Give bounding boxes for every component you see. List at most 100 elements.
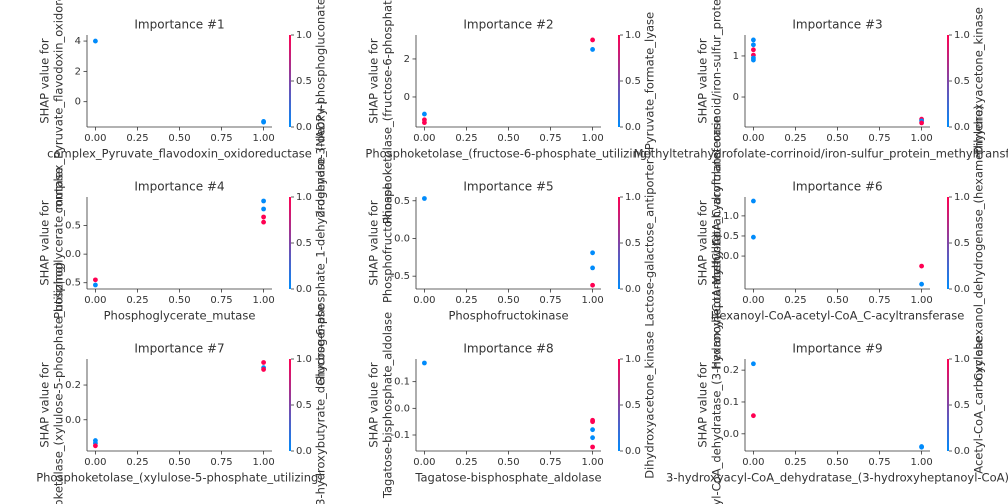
subplot-title: Importance #8	[463, 342, 553, 356]
x-tick-label: 0.50	[497, 457, 519, 468]
x-tick-label: 0.25	[784, 133, 806, 144]
colorbar-tick-label: 0.5	[954, 400, 970, 411]
point	[590, 282, 595, 288]
subplot: Importance #3 0.00 0.25 0.50 0.75 1.00 0 1 Methy…	[634, 0, 1008, 285]
colorbar-tick-label: 1.0	[296, 354, 312, 365]
x-axis-label: Phosphoketolase_(fructose-6-phosphate_ut…	[365, 147, 651, 161]
x-tick-label: 1.00	[910, 133, 932, 144]
y-tick-label: 0.5	[65, 221, 81, 232]
point	[590, 435, 595, 441]
y-axis-label: Methyltetrahydrofolate-corrinoid/iron-su…	[710, 0, 724, 285]
x-tick-label: 0.25	[126, 457, 148, 468]
y-axis-label: SHAP value for	[696, 38, 710, 124]
subplot-title: Importance #5	[463, 180, 553, 194]
colorbar-tick-label: 0.5	[625, 238, 641, 249]
x-tick-label: 0.50	[168, 133, 190, 144]
x-tick-label: 0.50	[826, 457, 848, 468]
y-tick-label: -0.5	[390, 271, 410, 282]
x-tick-label: 0.75	[539, 133, 561, 144]
colorbar-tick-label: 0.0	[625, 284, 641, 295]
colorbar	[289, 35, 291, 127]
y-axis-label: complex_Pyruvate_flavodoxin_oxidoreducta…	[52, 0, 66, 213]
x-tick-label: 0.00	[84, 295, 106, 306]
y-axis-label: SHAP value for	[38, 38, 52, 124]
x-tick-label: 0.75	[868, 295, 890, 306]
x-tick-label: 1.00	[252, 295, 274, 306]
y-tick-label: -0.5	[61, 278, 81, 289]
colorbar-tick-label: 1.0	[296, 192, 312, 203]
x-tick-label: 0.75	[539, 457, 561, 468]
colorbar	[618, 359, 620, 451]
point	[93, 277, 98, 283]
point	[93, 282, 98, 288]
x-axis-label: Phosphoketolase_(xylulose-5-phosphate_ut…	[36, 471, 323, 485]
point	[422, 360, 427, 366]
x-tick-label: 0.25	[784, 457, 806, 468]
y-tick-label: 0.1	[394, 377, 410, 388]
y-axis-label: SHAP value for	[367, 200, 381, 286]
x-axis-label: Phosphofructokinase	[448, 309, 568, 323]
x-tick-label: 0.75	[210, 133, 232, 144]
x-tick-label: 0.50	[826, 295, 848, 306]
colorbar-tick-label: 0.5	[625, 400, 641, 411]
colorbar-tick-label: 0.0	[625, 446, 641, 457]
y-axis-label: SHAP value for	[367, 362, 381, 448]
x-tick-label: 0.75	[210, 457, 232, 468]
point	[590, 37, 595, 43]
colorbar-tick-label: 0.5	[954, 238, 970, 249]
point	[590, 250, 595, 256]
x-axis-label: Methyltetrahydrofolate-corrinoid/iron-su…	[634, 147, 1008, 161]
y-axis-label: SHAP value for	[696, 362, 710, 448]
y-tick-label: 0.0	[65, 415, 81, 426]
x-axis-label: Phosphoglycerate_mutase	[104, 309, 256, 323]
point	[261, 219, 266, 225]
point	[590, 419, 595, 425]
x-tick-label: 0.25	[455, 133, 477, 144]
point	[261, 360, 266, 365]
point	[751, 413, 756, 419]
point	[751, 198, 756, 204]
colorbar-tick-label: 0.5	[296, 400, 312, 411]
point	[751, 47, 756, 53]
colorbar-tick-label: 0.0	[296, 122, 312, 133]
x-tick-label: 0.50	[497, 133, 519, 144]
colorbar-tick-label: 1.0	[954, 30, 970, 41]
point	[590, 47, 595, 52]
x-tick-label: 1.00	[581, 295, 603, 306]
colorbar-tick-label: 0.0	[954, 446, 970, 457]
x-axis-label: Hexanoyl-CoA-acetyl-CoA_C-acyltransferas…	[711, 309, 965, 323]
colorbar	[947, 359, 949, 451]
x-tick-label: 0.00	[742, 295, 764, 306]
y-axis-label: SHAP value for	[38, 362, 52, 448]
colorbar	[618, 197, 620, 289]
colorbar-tick-label: 1.0	[954, 354, 970, 365]
colorbar-label: Cyclohexanol_dehydrogenase_(hexamethylen…	[972, 105, 986, 381]
colorbar-tick-label: 1.0	[954, 192, 970, 203]
subplot-title: Importance #6	[792, 180, 882, 194]
y-tick-label: 4	[75, 36, 81, 47]
colorbar-tick-label: 0.0	[296, 446, 312, 457]
subplot: Importance #6 0.00 0.25 0.50 0.75 1.00 0.0 0.5 1…	[696, 105, 986, 381]
subplot-title: Importance #9	[792, 342, 882, 356]
colorbar	[947, 197, 949, 289]
point	[261, 367, 266, 372]
y-tick-label: 0.0	[723, 429, 739, 440]
y-tick-label: 0.0	[394, 233, 410, 244]
x-tick-label: 0.00	[742, 457, 764, 468]
y-axis-label: SHAP value for	[367, 38, 381, 124]
colorbar-tick-label: 0.5	[954, 76, 970, 87]
colorbar-label: Acetyl-CoA_carboxylase	[972, 336, 986, 473]
colorbar-tick-label: 1.0	[625, 192, 641, 203]
subplot-title: Importance #4	[134, 180, 224, 194]
y-axis-label: Hexanoyl-CoA-acetyl-CoA_C-acyltransferas…	[710, 116, 724, 370]
colorbar	[289, 197, 291, 289]
point	[751, 57, 756, 63]
colorbar-tick-label: 0.5	[625, 76, 641, 87]
point	[422, 196, 427, 201]
y-tick-label: 0	[733, 92, 739, 103]
y-tick-label: 0.2	[65, 380, 81, 391]
x-tick-label: 0.75	[539, 295, 561, 306]
point	[919, 263, 924, 269]
y-axis-label: Phosphoketolase_(xylulose-5-phosphate_ut…	[52, 262, 66, 504]
point	[261, 198, 266, 204]
